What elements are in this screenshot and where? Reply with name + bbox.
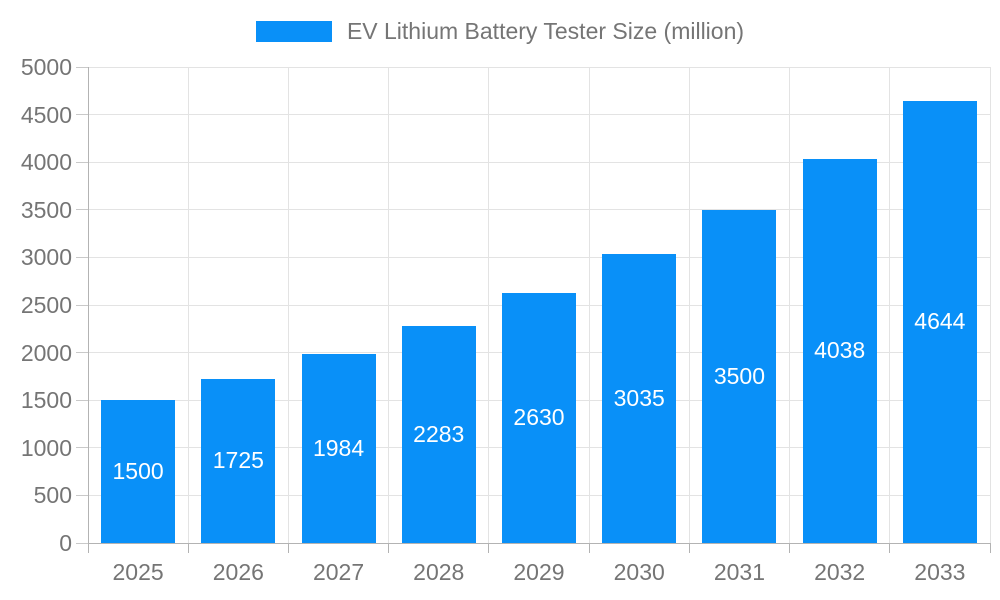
y-axis-tick-label: 1500 (20, 387, 72, 414)
y-axis-tick-label: 4500 (20, 101, 72, 128)
y-axis-tick-label: 4000 (20, 149, 72, 176)
x-axis-line (88, 542, 991, 544)
gridline-vertical (388, 67, 390, 543)
x-axis-tick (187, 543, 189, 553)
x-axis-tick (588, 543, 590, 553)
bar-value-label: 1984 (312, 435, 365, 462)
y-axis-tick (76, 399, 88, 401)
x-axis-tick-label: 2033 (914, 559, 966, 585)
gridline-vertical (789, 67, 791, 543)
gridline-horizontal (88, 161, 990, 163)
bar-value-label: 3500 (713, 362, 766, 389)
x-axis-tick (789, 543, 791, 553)
y-axis-tick-label: 2500 (20, 292, 72, 318)
bar-value-label: 1725 (212, 447, 264, 474)
y-axis-tick (76, 352, 88, 354)
x-axis-tick-label: 2025 (112, 559, 164, 585)
gridline-vertical (889, 67, 891, 543)
x-axis-tick (889, 543, 891, 553)
x-axis-tick (688, 543, 690, 553)
x-axis-tick-label: 2027 (312, 559, 365, 585)
legend-swatch (255, 21, 332, 42)
bar-value-label: 4038 (814, 337, 866, 364)
y-axis-tick (76, 304, 88, 306)
bar-2033: 4644 (902, 100, 977, 543)
y-axis-tick-label: 2000 (20, 339, 72, 366)
y-axis-tick (76, 447, 88, 449)
y-axis-tick (76, 494, 88, 496)
bar-value-label: 2630 (513, 404, 565, 431)
bar-2030: 3035 (602, 254, 677, 543)
bar-value-label: 1500 (112, 458, 164, 485)
y-axis-tick (76, 66, 88, 68)
gridline-vertical (688, 67, 690, 543)
bar-2031: 3500 (702, 209, 777, 543)
x-axis-tick (287, 543, 289, 553)
x-axis-tick-label: 2031 (713, 559, 766, 585)
legend-label: EV Lithium Battery Tester Size (million) (346, 18, 745, 44)
bar-2028: 2283 (401, 325, 476, 543)
bar-2032: 4038 (802, 158, 877, 543)
y-axis-tick (76, 209, 88, 211)
gridline-horizontal (88, 256, 990, 258)
x-axis-tick-label: 2028 (413, 559, 465, 585)
y-axis-tick-label: 0 (59, 530, 72, 556)
bar-2029: 2630 (502, 292, 576, 543)
y-axis-tick-label: 3500 (20, 196, 72, 223)
x-axis-tick-label: 2032 (814, 559, 866, 585)
y-axis-tick (76, 542, 88, 544)
bar-value-label: 2283 (413, 420, 465, 447)
gridline-vertical (287, 67, 289, 543)
bar-2025: 1500 (101, 400, 176, 543)
x-axis-tick-label: 2026 (212, 559, 264, 585)
x-axis-tick-label: 2030 (613, 559, 665, 585)
x-axis-tick-label: 2029 (513, 559, 565, 585)
y-axis-tick (76, 256, 88, 258)
x-axis-tick (488, 543, 490, 553)
gridline-vertical (989, 67, 991, 543)
x-axis-tick (388, 543, 390, 553)
bar-value-label: 3035 (613, 385, 665, 412)
gridline-vertical (588, 67, 590, 543)
gridline-horizontal (88, 114, 990, 116)
gridline-horizontal (88, 209, 990, 211)
y-axis-tick-label: 3000 (20, 244, 72, 271)
y-axis-tick-label: 1000 (20, 434, 72, 461)
bar-2026: 1725 (201, 378, 276, 543)
x-axis-tick (989, 543, 991, 553)
y-axis-tick-label: 500 (33, 482, 72, 509)
y-axis-tick (76, 114, 88, 116)
bar-2027: 1984 (301, 354, 376, 543)
legend-item[interactable]: EV Lithium Battery Tester Size (million) (0, 18, 1000, 45)
bar-value-label: 4644 (914, 308, 966, 335)
gridline-vertical (187, 67, 189, 543)
y-axis-line (87, 67, 89, 553)
y-axis-tick (76, 161, 88, 163)
gridline-horizontal (88, 66, 990, 68)
gridline-vertical (488, 67, 490, 543)
y-axis-tick-label: 5000 (20, 54, 72, 80)
